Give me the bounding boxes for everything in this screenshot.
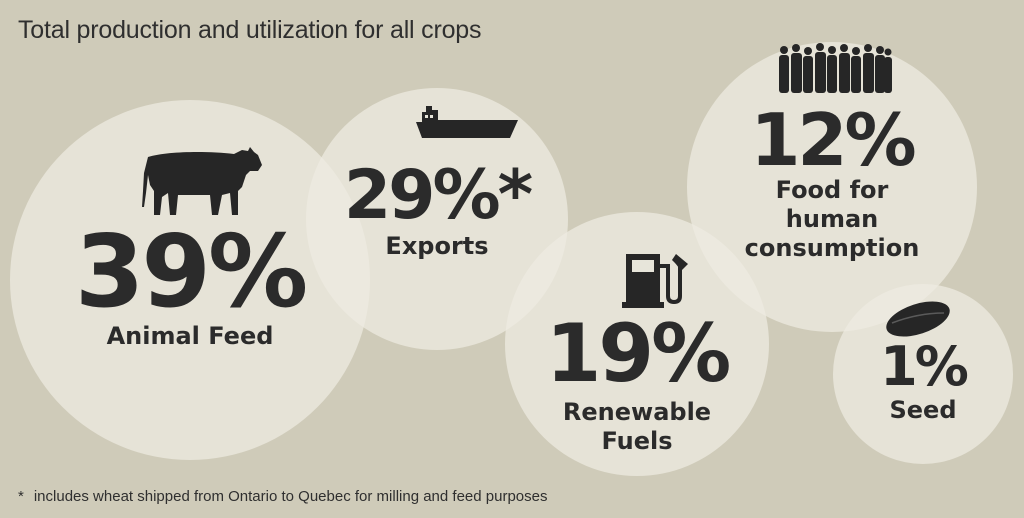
seed-icon <box>886 301 950 337</box>
exports-label: Exports <box>385 232 489 260</box>
fuel-pump-icon <box>622 254 688 308</box>
exports-percent: 29%* <box>343 156 533 235</box>
renewable-fuels-label-line-2: Fuels <box>601 426 673 455</box>
people-crowd-icon <box>779 43 892 93</box>
food-label-group: 12% Food for human consumption <box>697 104 967 262</box>
food-percent: 12% <box>750 98 916 182</box>
footnote-text: includes wheat shipped from Ontario to Q… <box>33 488 548 505</box>
seed-label: Seed <box>889 396 957 424</box>
animal-feed-label-group: 39% Animal Feed <box>20 222 360 351</box>
renewable-fuels-percent: 19% <box>545 307 731 400</box>
exports-label-group: 29%* Exports <box>316 162 558 261</box>
renewable-fuels-label-line-1: Renewable <box>562 398 712 426</box>
cow-icon <box>142 147 262 215</box>
renewable-fuels-label-group: 19% Renewable Fuels <box>517 314 757 456</box>
footnote: * includes wheat shipped from Ontario to … <box>18 488 547 505</box>
food-label-line-1: Food for <box>775 176 889 204</box>
cargo-ship-icon <box>416 106 518 138</box>
animal-feed-percent: 39% <box>74 213 308 330</box>
food-label-line-3: consumption <box>744 233 920 262</box>
seed-label-group: 1% Seed <box>843 340 1003 425</box>
seed-percent: 1% <box>880 335 969 398</box>
food-label-line-2: human <box>785 204 879 233</box>
chart-title: Total production and utilization for all… <box>18 16 482 44</box>
animal-feed-label: Animal Feed <box>106 322 274 350</box>
footnote-marker: * <box>18 488 24 505</box>
